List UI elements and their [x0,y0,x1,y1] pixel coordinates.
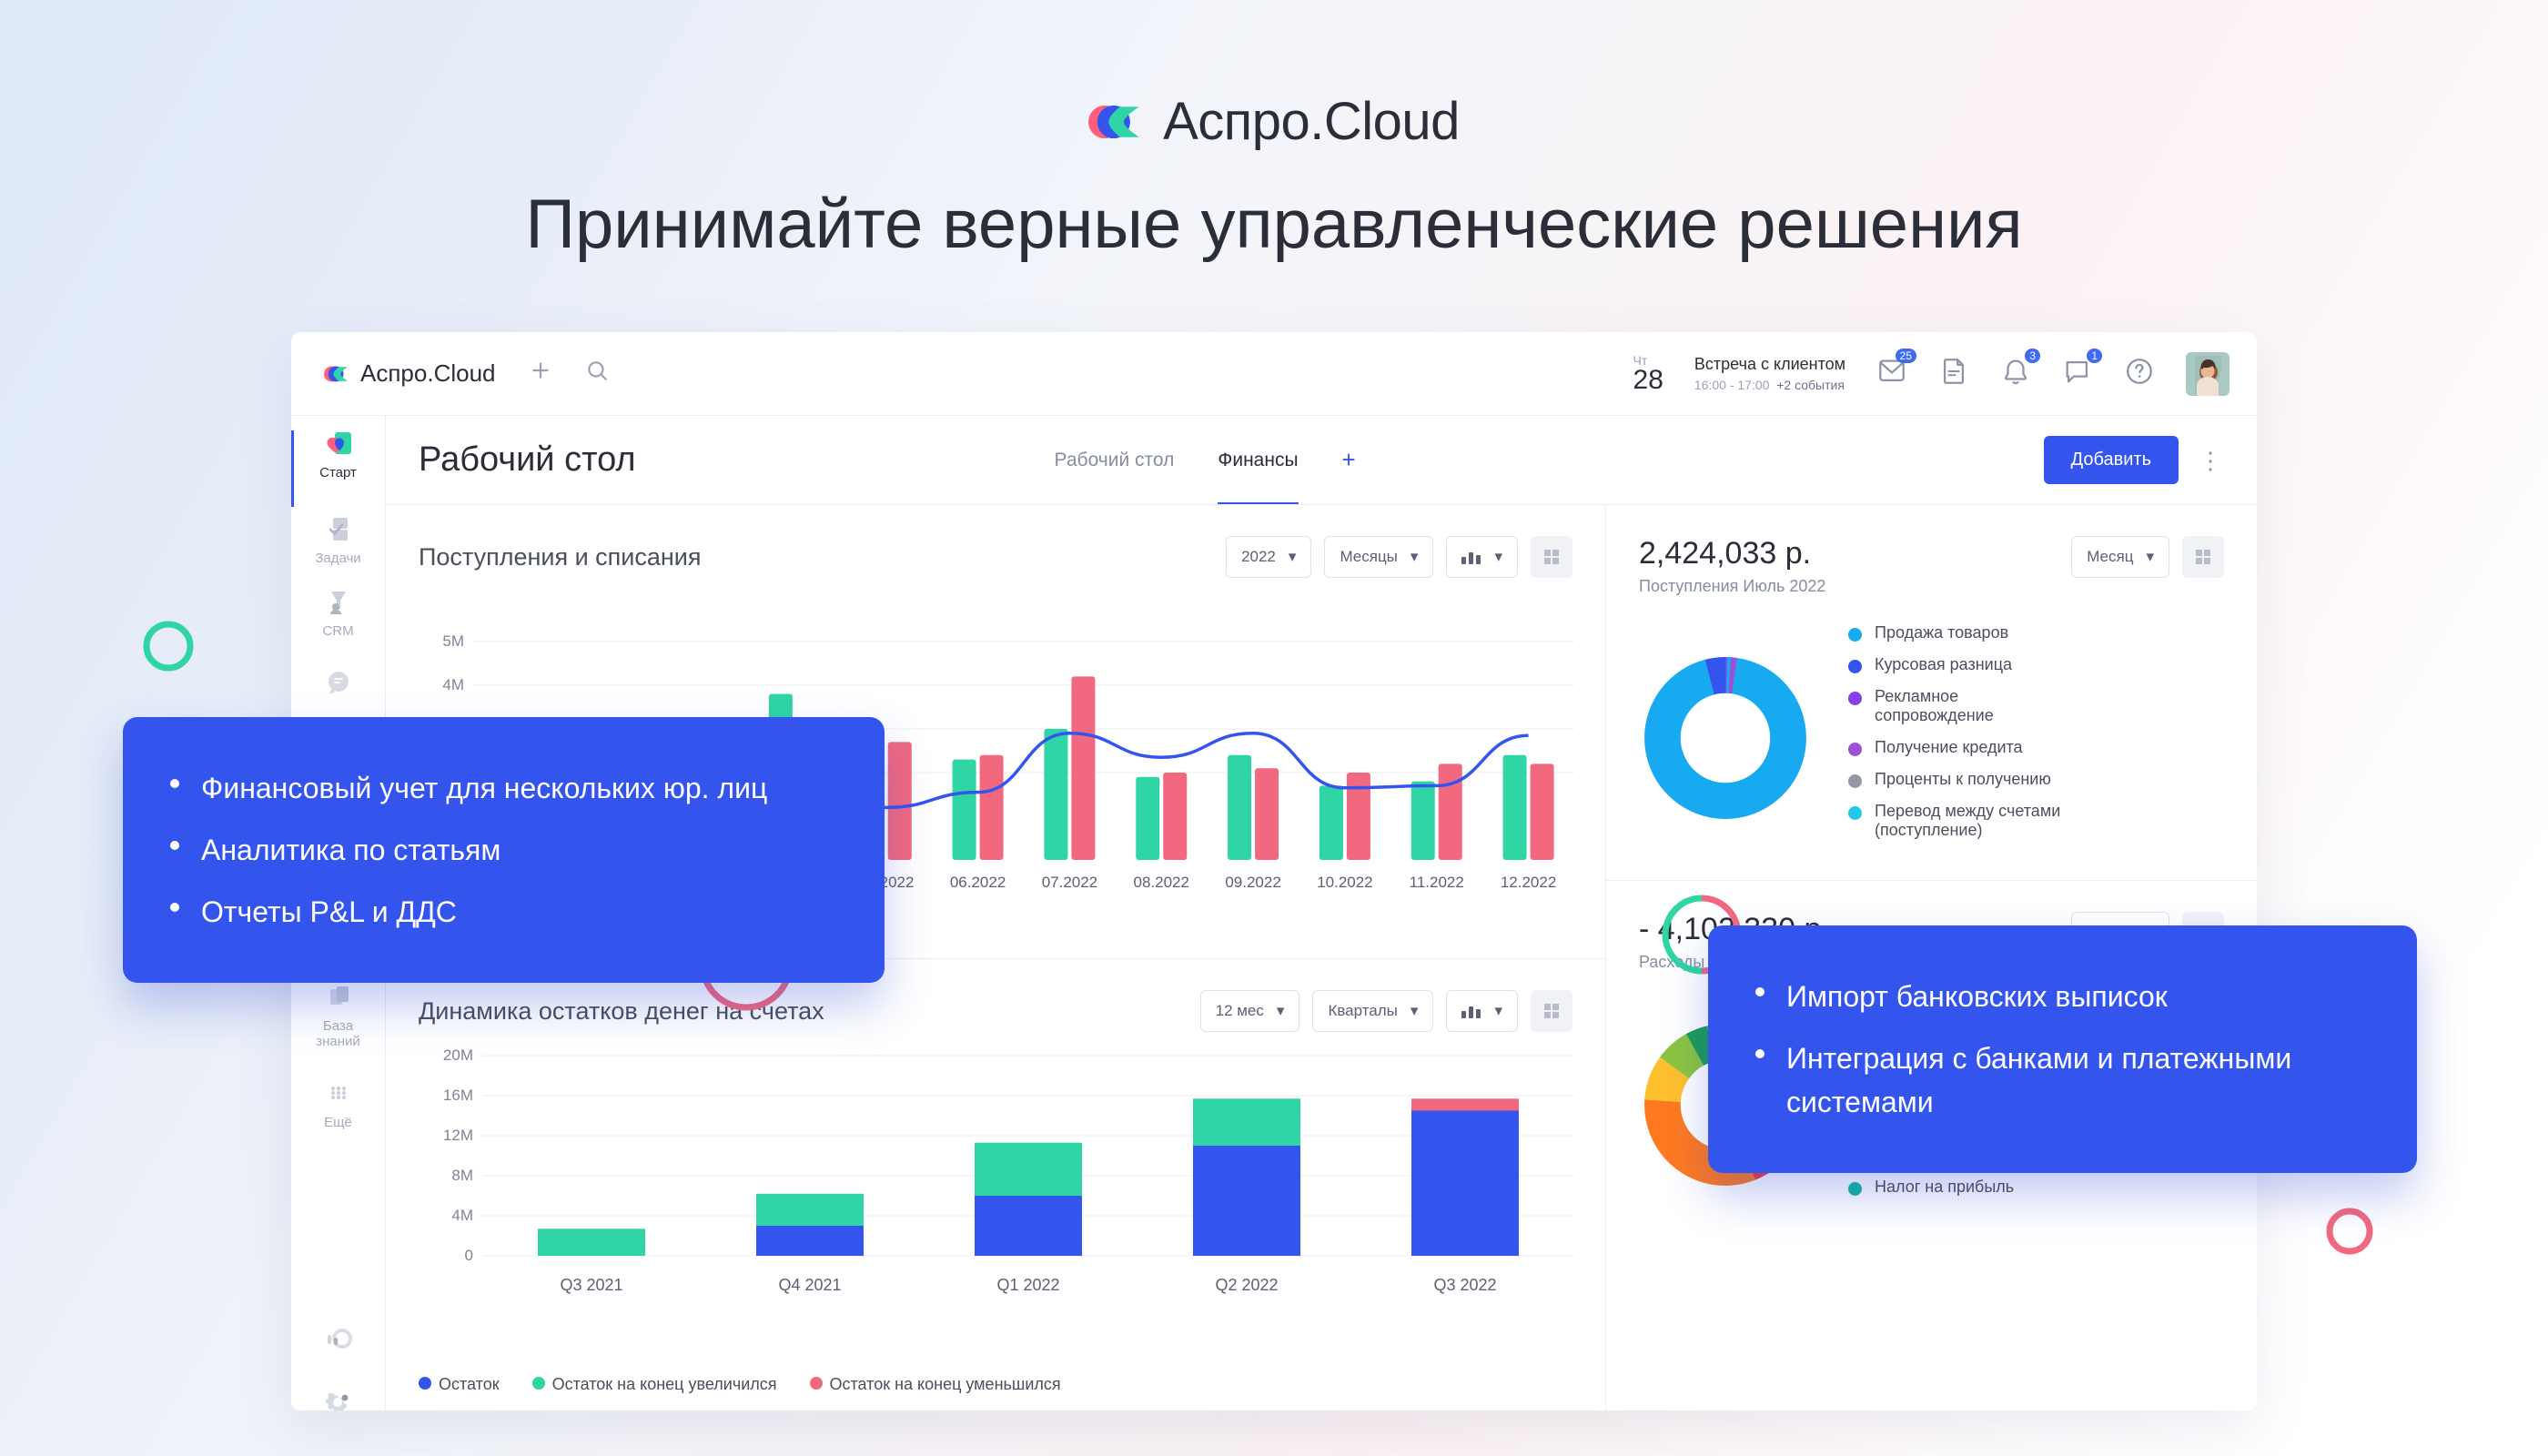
svg-text:4M: 4M [451,1207,473,1224]
svg-text:07.2022: 07.2022 [1042,874,1097,891]
svg-text:09.2022: 09.2022 [1225,874,1280,891]
svg-text:8M: 8M [451,1167,473,1184]
svg-text:12M: 12M [443,1127,473,1144]
svg-text:5M: 5M [442,632,464,650]
svg-text:10.2022: 10.2022 [1317,874,1372,891]
svg-text:11.2022: 11.2022 [1410,874,1464,891]
svg-text:Q4 2021: Q4 2021 [778,1276,841,1294]
svg-text:06.2022: 06.2022 [950,874,1006,891]
svg-text:12.2022: 12.2022 [1501,874,1556,891]
svg-text:Q2 2022: Q2 2022 [1215,1276,1278,1294]
svg-text:Q1 2022: Q1 2022 [996,1276,1059,1294]
svg-text:Q3 2021: Q3 2021 [560,1276,622,1294]
svg-text:4M: 4M [442,676,464,693]
svg-text:Q3 2022: Q3 2022 [1433,1276,1496,1294]
svg-text:20M: 20M [443,1046,473,1064]
svg-text:0: 0 [465,1247,473,1264]
svg-text:16M: 16M [443,1087,473,1104]
svg-text:08.2022: 08.2022 [1134,874,1189,891]
